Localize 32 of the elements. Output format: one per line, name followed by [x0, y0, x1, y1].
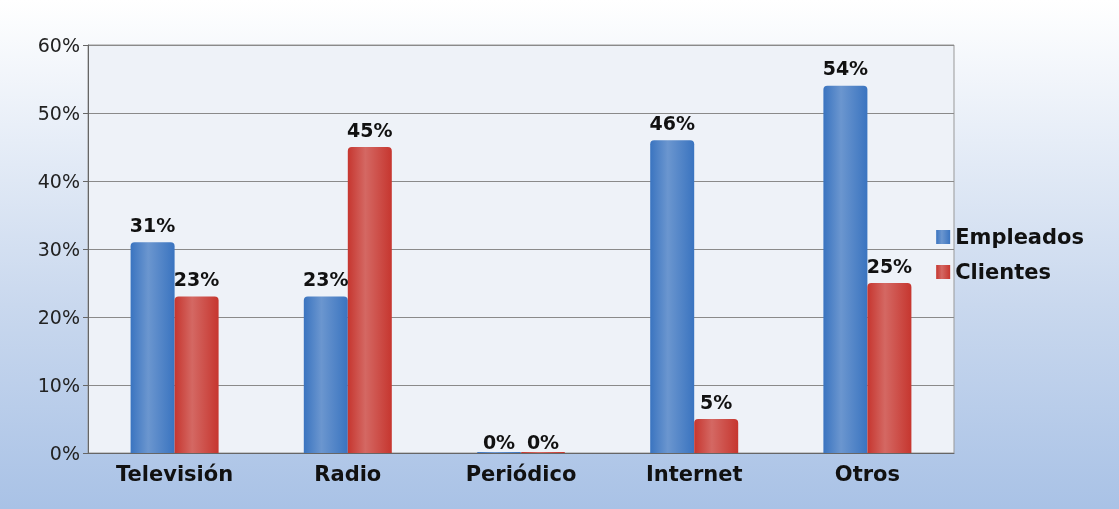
data-label: 0% [526, 430, 560, 453]
y-tick-label: 0% [49, 442, 80, 464]
data-label: 45% [347, 118, 393, 141]
data-label: 54% [822, 57, 869, 80]
x-tick-label: Periódico [465, 461, 577, 486]
legend-label: Empleados [955, 225, 1085, 249]
legend-label: Clientes [955, 260, 1051, 284]
y-tick-label: 40% [37, 170, 80, 192]
bar [650, 140, 695, 453]
data-label: 46% [649, 111, 695, 134]
y-tick-label: 50% [37, 102, 80, 124]
bar [174, 296, 219, 453]
x-tick-label: Televisión [116, 461, 234, 486]
bar [823, 85, 868, 453]
data-label: 0% [482, 430, 516, 453]
data-label: 23% [173, 268, 220, 291]
y-tick-label: 10% [37, 374, 80, 396]
bar [130, 242, 175, 453]
y-tick-label: 60% [37, 34, 80, 56]
bar [303, 296, 348, 453]
data-label: 5% [700, 390, 733, 413]
data-label: 25% [866, 254, 913, 277]
bar [694, 419, 739, 453]
x-tick-label: Internet [645, 461, 743, 486]
x-tick-label: Otros [834, 461, 900, 486]
y-tick-label: 30% [37, 238, 80, 260]
bar [867, 283, 912, 453]
data-label: 31% [129, 213, 176, 236]
y-tick-label: 20% [37, 306, 80, 328]
data-label: 23% [303, 268, 349, 291]
x-tick-label: Radio [314, 461, 382, 486]
bar [347, 147, 392, 453]
